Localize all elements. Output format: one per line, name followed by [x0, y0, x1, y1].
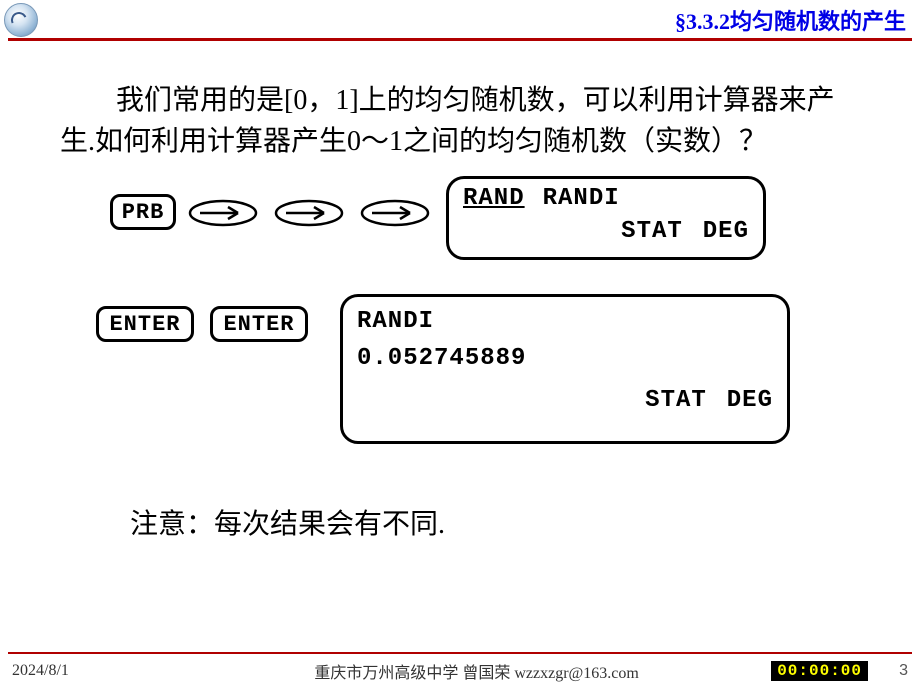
key-prb: PRB	[110, 194, 176, 230]
footer-center: 重庆市万州高级中学 曾国荣 wzzxzgr@163.com	[182, 659, 771, 683]
screen2-line2: 0.052745889	[357, 340, 773, 377]
calculator-screen-2: RANDI 0.052745889 STAT DEG	[340, 294, 790, 444]
screen1-deg: DEG	[703, 218, 749, 245]
slide-title: §3.3.2均匀随机数的产生	[675, 4, 912, 36]
footer-divider	[8, 652, 912, 654]
screen2-stat: STAT	[645, 382, 707, 419]
content-area: 我们常用的是[0，1]上的均匀随机数，可以利用计算器来产生.如何利用计算器产生0…	[0, 41, 920, 542]
arrow-icon	[360, 198, 430, 228]
footer-date: 2024/8/1	[12, 662, 182, 680]
footer: 2024/8/1 重庆市万州高级中学 曾国荣 wzzxzgr@163.com 0…	[0, 658, 920, 684]
footer-page-number: 3	[888, 662, 908, 680]
calculator-diagram: PRB RAND RANDI STAT DEG ENTER	[60, 176, 860, 496]
note-text: 注意：每次结果会有不同.	[130, 502, 860, 542]
screen1-stat: STAT	[621, 218, 683, 245]
key-enter-2: ENTER	[210, 306, 308, 342]
school-logo-icon	[4, 3, 38, 37]
arrow-icon	[274, 198, 344, 228]
footer-timer: 00:00:00	[771, 661, 868, 681]
arrow-icon	[188, 198, 258, 228]
screen1-randi: RANDI	[543, 185, 620, 212]
key-enter-1: ENTER	[96, 306, 194, 342]
screen1-rand: RAND	[463, 185, 525, 212]
main-paragraph: 我们常用的是[0，1]上的均匀随机数，可以利用计算器来产生.如何利用计算器产生0…	[60, 81, 860, 162]
screen2-line1: RANDI	[357, 303, 773, 340]
screen2-deg: DEG	[727, 382, 773, 419]
calculator-screen-1: RAND RANDI STAT DEG	[446, 176, 766, 260]
header: §3.3.2均匀随机数的产生	[0, 0, 920, 38]
